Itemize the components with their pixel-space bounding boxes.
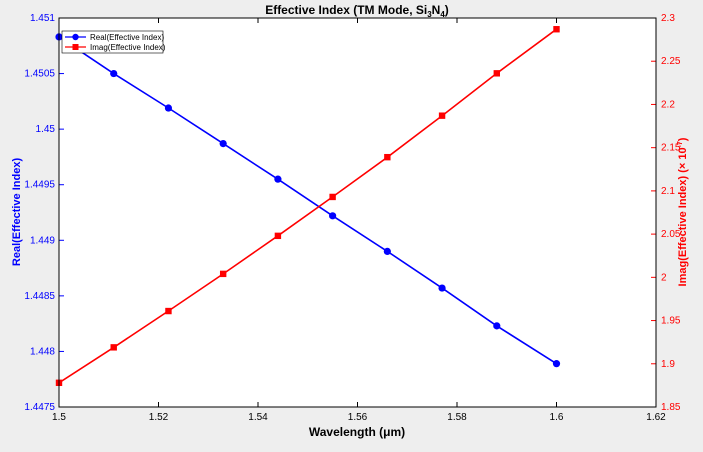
left-tick-label: 1.448 [30,346,55,357]
series-line-real [58,36,557,365]
x-tick-label: 1.62 [646,412,666,423]
data-point-real [219,139,227,148]
title-prefix: Effective Index (TM Mode, Si [265,3,427,17]
x-tick-label: 1.56 [348,412,368,423]
right-tick-label: 2.05 [661,229,681,240]
right-tick-label: 1.95 [661,316,681,327]
x-tick-label: 1.52 [149,412,169,423]
series-line-imag [58,28,557,384]
data-point-imag [329,193,336,201]
right-tick-label: 2.1 [661,186,675,197]
chart-title: Effective Index (TM Mode, Si3N4) [265,3,449,19]
right-label-text: Imag(Effective Index) (× 10 [677,147,689,286]
x-tick-label: 1.54 [248,412,268,423]
x-tick-label: 1.6 [550,412,564,423]
x-axis-label: Wavelength (μm) [309,425,405,439]
left-tick-label: 1.451 [30,13,55,24]
right-label-exponent: -7 [677,141,684,147]
y-axis-label-left: Real(Effective Index) [11,158,23,267]
data-point-real [329,212,337,220]
data-point-real [383,247,391,255]
left-tick-label: 1.4505 [24,69,55,80]
plot-area [59,18,656,407]
right-tick-label: 1.85 [661,402,681,413]
data-point-imag [165,307,172,315]
legend-label-imag: Imag(Effective Index) [90,43,166,52]
legend-box [61,30,164,54]
title-sub2: 4 [440,10,445,19]
data-point-imag [110,344,117,351]
data-point-imag [553,26,560,33]
data-point-real [493,322,501,330]
y-axis-label-right: Imag(Effective Index) (× 10-7) [677,137,689,286]
data-point-imag [438,112,446,119]
data-point-real [274,175,282,183]
legend-marker-imag [72,44,79,50]
title-suffix: ) [445,3,449,17]
right-tick-label: 2.2 [661,99,675,110]
right-tick-label: 2.3 [661,13,675,24]
right-tick-label: 2.15 [661,143,681,154]
right-axis: 1.85 1.9 1.95 2 2.05 2.1 2.15 2.2 2.25 2.3 [651,13,681,413]
title-sub1: 3 [427,10,432,19]
left-tick-label: 1.4485 [24,291,55,302]
left-tick-label: 1.449 [30,235,55,246]
data-point-real [110,69,118,78]
data-point-imag [274,232,282,240]
right-tick-label: 2.25 [661,56,681,67]
data-point-imag [493,70,500,77]
data-point-real [438,284,446,292]
left-tick-label: 1.4495 [24,180,55,191]
legend-label-real: Real(Effective Index) [90,33,164,42]
x-tick-label: 1.5 [52,412,66,423]
legend: Real(Effective Index) Imag(Effective Ind… [61,30,166,54]
data-point-imag [219,270,227,278]
plot-frame [58,17,657,408]
right-label-close: ) [677,137,689,141]
left-tick-label: 1.45 [36,124,56,135]
data-point-real [164,104,173,112]
left-tick-label: 1.4475 [24,402,55,413]
right-tick-label: 1.9 [661,359,675,370]
data-point-imag [384,153,391,161]
left-axis: 1.4475 1.448 1.4485 1.449 1.4495 1.45 1.4505 1.… [24,13,64,413]
x-tick-label: 1.58 [447,412,467,423]
data-point-real [552,360,561,368]
legend-marker-real [72,33,79,41]
right-tick-label: 2 [661,272,667,283]
title-mid: N [432,3,441,17]
